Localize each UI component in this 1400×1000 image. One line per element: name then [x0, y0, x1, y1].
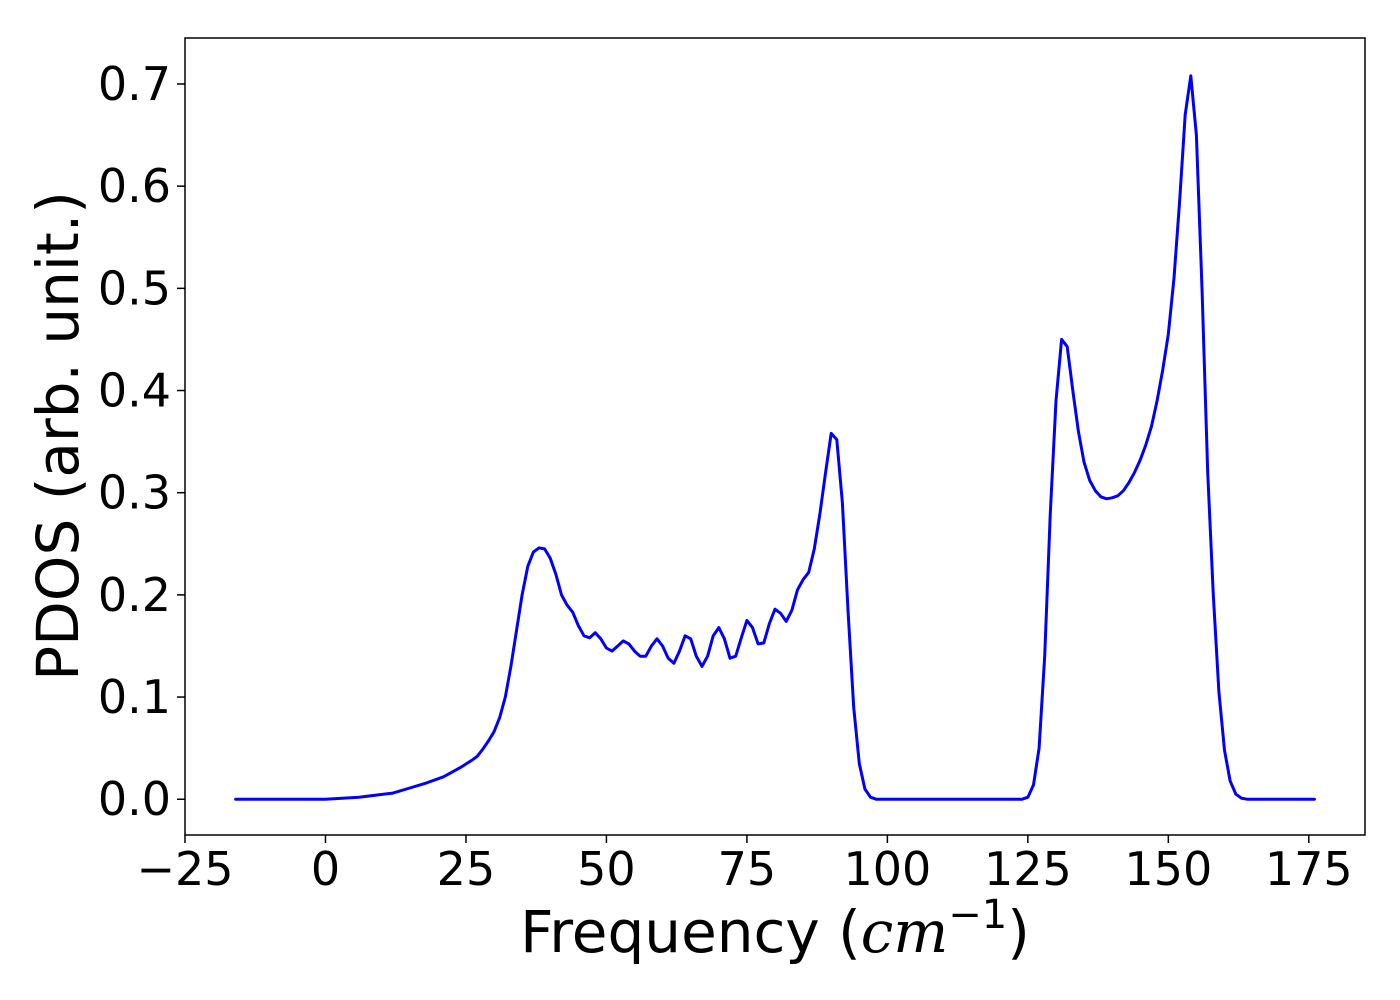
x-tick-label: 0 [311, 842, 340, 896]
x-tick-label: 50 [577, 842, 636, 896]
plot-frame [184, 37, 1366, 836]
plot-background [185, 38, 1365, 835]
x-axis-ticks: −25 0 25 50 75 100 125 150 175 [136, 835, 1353, 896]
x-tick-label: 100 [843, 842, 931, 896]
x-tick-label: −25 [136, 842, 233, 896]
x-tick-label: 175 [1265, 842, 1353, 896]
x-tick-label: 25 [437, 842, 496, 896]
x-tick-label: 125 [984, 842, 1072, 896]
y-tick-label: 0.1 [98, 670, 171, 724]
y-tick-label: 0.2 [98, 568, 171, 622]
y-axis-ticks: 0.0 0.1 0.2 0.3 0.4 0.5 0.6 0.7 [98, 57, 185, 826]
x-tick-label: 75 [718, 842, 777, 896]
y-tick-label: 0.6 [98, 159, 171, 213]
pdos-series-line [234, 74, 1316, 801]
x-axis-label: Frequency (cm−1) [520, 892, 1030, 966]
y-tick-label: 0.5 [98, 261, 171, 315]
x-tick-label: 150 [1124, 842, 1212, 896]
y-tick-label: 0.0 [98, 772, 171, 826]
y-tick-label: 0.7 [98, 57, 171, 111]
y-tick-label: 0.3 [98, 466, 171, 520]
y-tick-label: 0.4 [98, 364, 171, 418]
y-axis-label: PDOS (arb. unit.) [24, 191, 92, 681]
